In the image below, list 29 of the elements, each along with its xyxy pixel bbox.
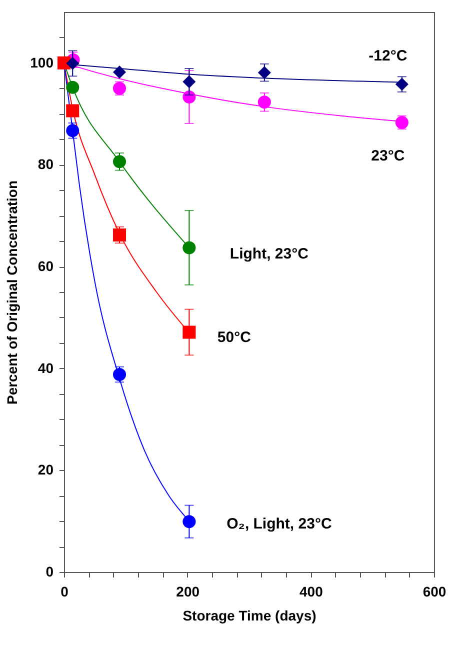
series-label: 23°C	[371, 147, 405, 164]
x-axis-title: Storage Time (days)	[182, 608, 316, 624]
x-tick-label: 600	[422, 584, 446, 600]
x-tick-label: 0	[60, 584, 69, 600]
text: O₂, Light, 23°C	[226, 516, 332, 533]
point	[66, 80, 80, 94]
y-tick-label: 20	[38, 462, 54, 478]
point	[182, 515, 196, 528]
point	[112, 155, 126, 168]
point	[112, 228, 126, 242]
point	[112, 82, 126, 95]
y-tick-label: 0	[46, 564, 54, 580]
point	[112, 66, 126, 79]
y-axis-title: Percent of Original Concentration	[4, 180, 20, 405]
series-label: 50°C	[217, 329, 252, 346]
point	[66, 124, 80, 138]
y-tick-label: 40	[38, 360, 54, 376]
text: Light, 23°C	[230, 246, 309, 263]
series-label: -12°C	[368, 47, 408, 64]
point	[182, 326, 196, 339]
point	[66, 104, 80, 118]
point	[258, 96, 271, 109]
point	[182, 241, 196, 254]
y-tick-label: 100	[30, 54, 54, 70]
y-tick-label: 60	[38, 258, 54, 274]
x-tick-label: 400	[299, 584, 324, 600]
y-tick-label: 80	[38, 156, 54, 172]
x-tick-label: 200	[176, 584, 200, 600]
point	[112, 368, 126, 381]
